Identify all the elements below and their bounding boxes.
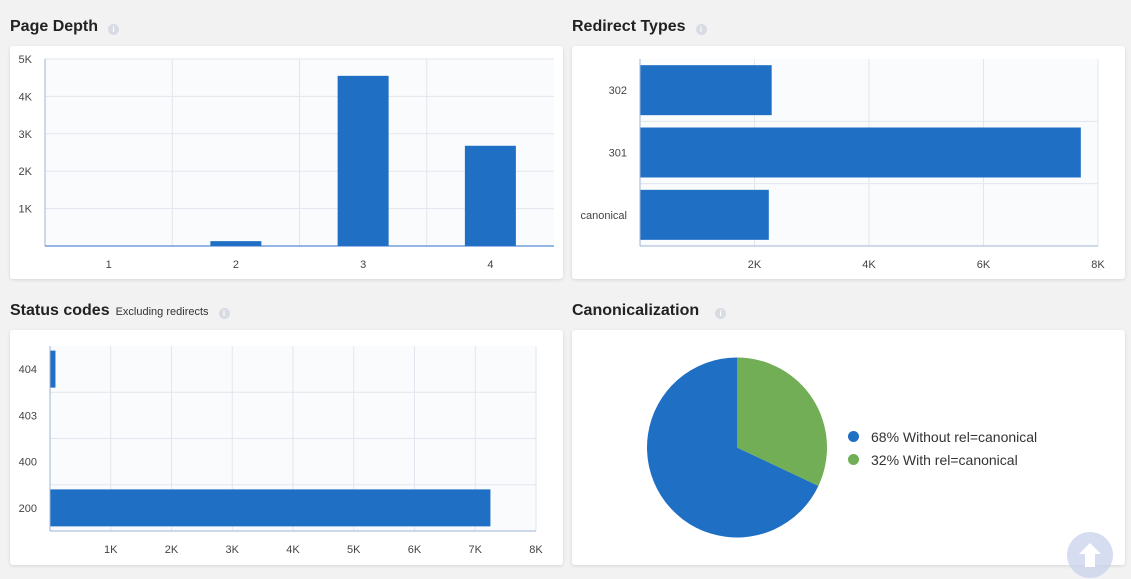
x-tick-label: 3K xyxy=(226,544,240,556)
x-tick-label: 8K xyxy=(1091,259,1105,271)
x-tick-label: 5K xyxy=(347,544,361,556)
y-tick-label: 5K xyxy=(19,54,33,66)
info-icon[interactable]: i xyxy=(715,308,727,319)
y-tick-label: canonical xyxy=(581,210,627,222)
y-tick-label: 404 xyxy=(19,364,37,376)
arrow-up-icon xyxy=(1079,543,1101,567)
x-tick-label: 3 xyxy=(360,259,366,271)
canonicalization-card: 68% Without rel=canonical 32% With rel=c… xyxy=(572,330,1125,565)
x-tick-label: 8K xyxy=(529,544,543,556)
y-tick-label: 301 xyxy=(609,148,627,160)
x-tick-label: 6K xyxy=(977,259,991,271)
x-tick-label: 1 xyxy=(106,259,112,271)
x-tick-label: 2 xyxy=(233,259,239,271)
pie-legend: 68% Without rel=canonical 32% With rel=c… xyxy=(848,425,1037,471)
bar xyxy=(337,75,389,246)
legend-label: 32% With rel=canonical xyxy=(871,451,1018,468)
status-codes-title: Status codes Excluding redirects i xyxy=(10,302,230,320)
y-tick-label: 200 xyxy=(19,503,37,515)
bar xyxy=(640,189,769,240)
legend-label: 68% Without rel=canonical xyxy=(871,428,1038,445)
legend-swatch xyxy=(848,431,859,442)
y-tick-label: 302 xyxy=(609,85,627,97)
canonicalization-chart xyxy=(647,357,827,538)
bar xyxy=(50,489,491,527)
bar xyxy=(210,241,262,246)
x-tick-label: 6K xyxy=(408,544,422,556)
info-icon[interactable]: i xyxy=(108,24,120,35)
y-tick-label: 2K xyxy=(19,166,33,178)
pie-slice xyxy=(737,357,827,486)
x-tick-label: 2K xyxy=(165,544,179,556)
legend-item-with-canonical[interactable]: 32% With rel=canonical xyxy=(848,448,1037,471)
bar xyxy=(640,127,1081,178)
y-tick-label: 4K xyxy=(19,91,33,103)
legend-swatch xyxy=(848,454,859,465)
x-tick-label: 7K xyxy=(469,544,483,556)
page-depth-chart: 1K 2K 3K 4K 5K 1 2 3 4 xyxy=(19,54,554,271)
canonicalization-title: Canonicalization i xyxy=(572,302,727,320)
y-tick-label: 403 xyxy=(19,410,37,422)
info-icon[interactable]: i xyxy=(218,308,230,319)
redirect-types-chart: 2K 4K 6K 8K 302 301 canonical xyxy=(581,59,1105,271)
pie-slice xyxy=(647,357,819,538)
x-tick-label: 4K xyxy=(286,544,300,556)
x-tick-label: 2K xyxy=(748,259,762,271)
bar xyxy=(50,350,56,388)
bar xyxy=(464,145,516,246)
page-depth-title: Page Depth i xyxy=(10,18,120,36)
info-icon[interactable]: i xyxy=(695,24,707,35)
redirect-types-title: Redirect Types i xyxy=(572,18,707,36)
status-codes-chart: 1K 2K 3K 4K 5K 6K 7K 8K 404 403 400 200 xyxy=(19,346,543,556)
y-tick-label: 1K xyxy=(19,204,33,216)
x-tick-label: 1K xyxy=(104,544,118,556)
y-tick-label: 3K xyxy=(19,129,33,141)
x-tick-label: 4 xyxy=(487,259,493,271)
legend-item-without-canonical[interactable]: 68% Without rel=canonical xyxy=(848,425,1037,448)
bar xyxy=(640,65,772,116)
x-tick-label: 4K xyxy=(862,259,876,271)
scroll-to-top-button[interactable] xyxy=(1067,532,1113,578)
y-tick-label: 400 xyxy=(19,457,37,469)
status-codes-subtitle: Excluding redirects xyxy=(115,306,209,318)
